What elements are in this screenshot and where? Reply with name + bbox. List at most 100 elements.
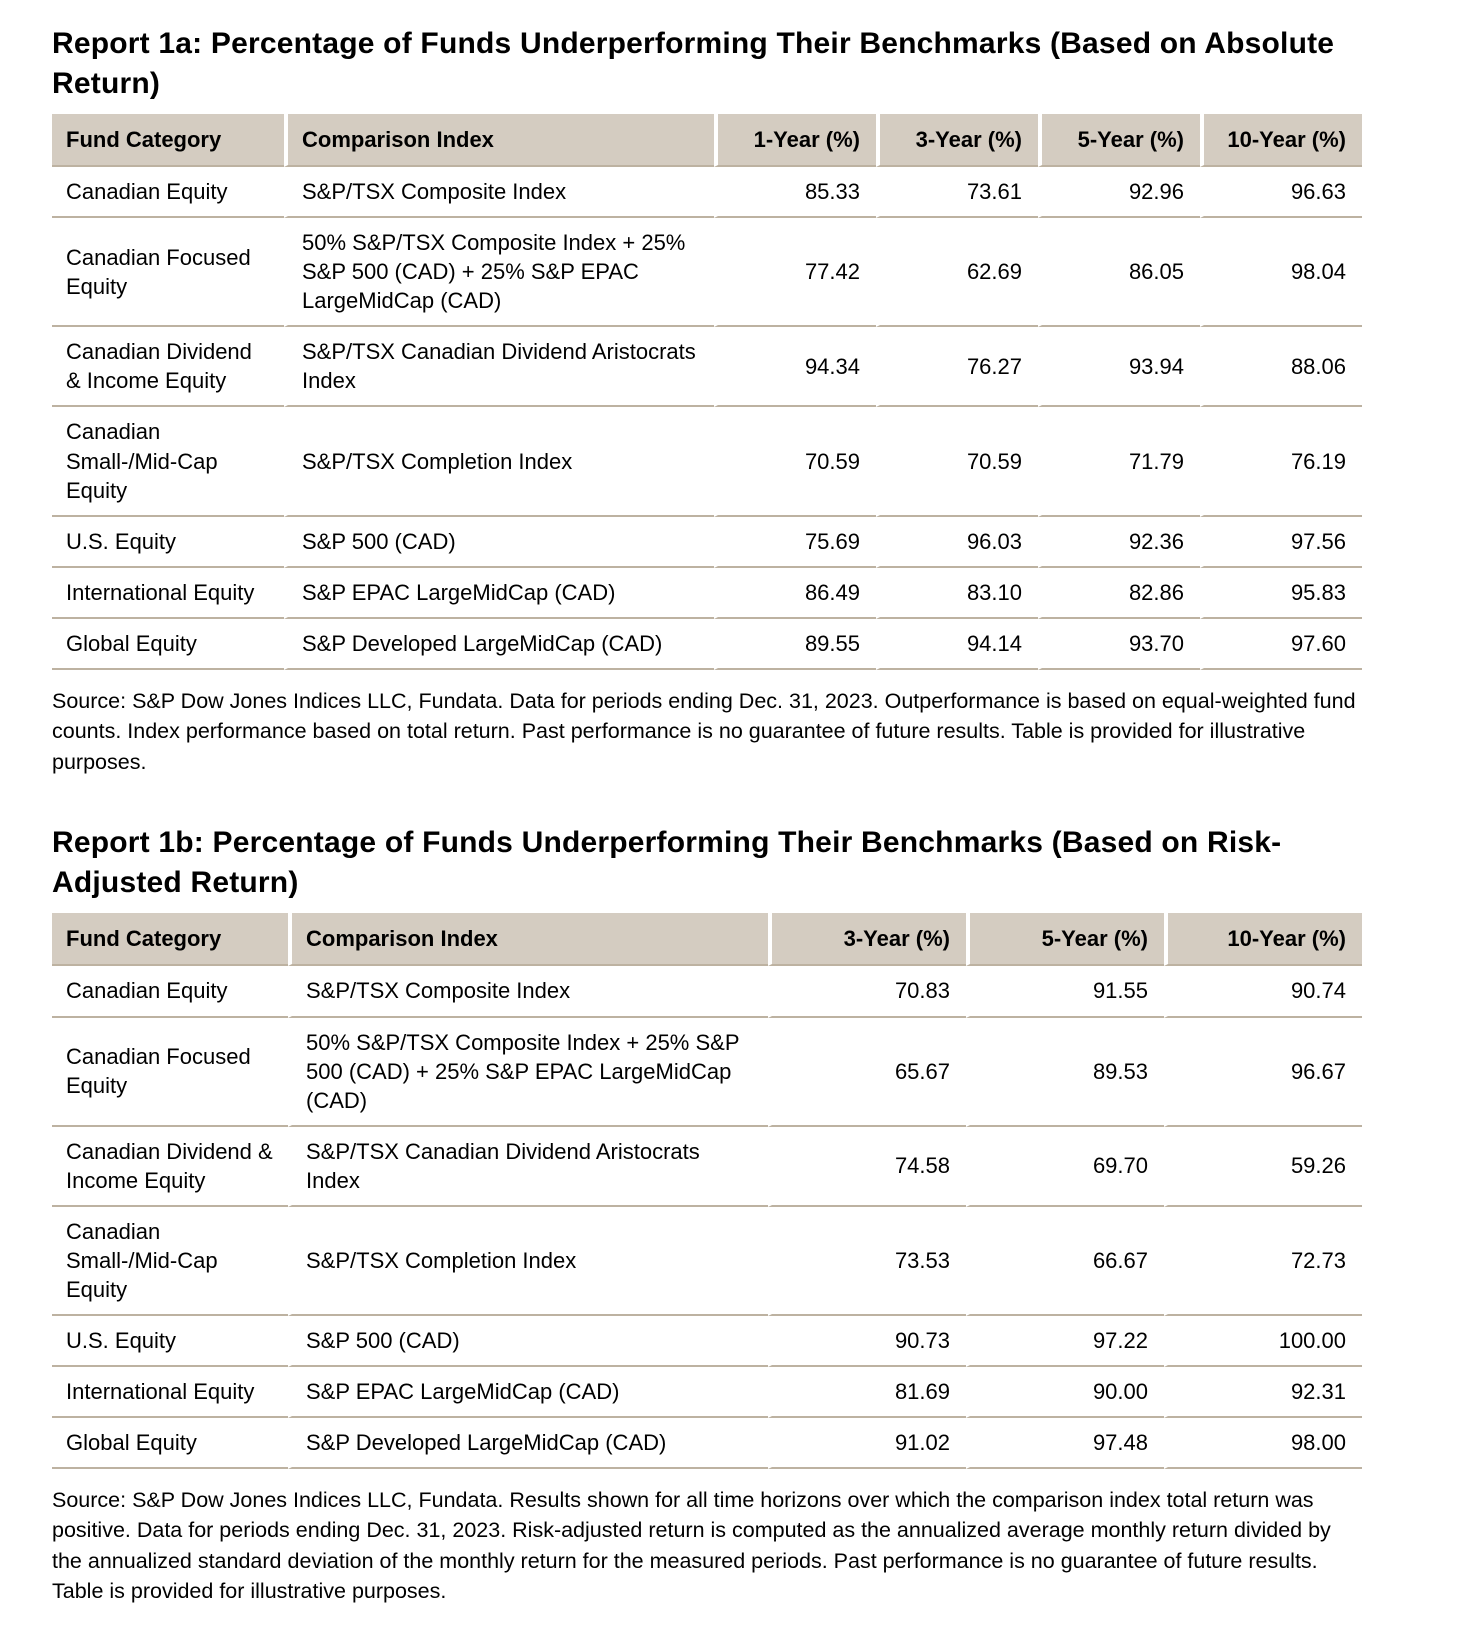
comparison-index-cell: S&P/TSX Composite Index	[288, 966, 768, 1018]
value-cell: 96.63	[1200, 167, 1362, 219]
column-header-comparison-index: Comparison Index	[284, 113, 714, 168]
comparison-index-cell: S&P 500 (CAD)	[288, 1315, 768, 1367]
table-row: U.S. Equity S&P 500 (CAD) 75.69 96.03 92.36 9…	[52, 516, 1362, 568]
table-row: U.S. Equity S&P 500 (CAD) 90.73 97.22 100.00	[52, 1315, 1362, 1367]
value-cell: 73.53	[768, 1206, 966, 1316]
fund-category-cell: International Equity	[52, 568, 284, 619]
value-cell: 91.02	[768, 1417, 966, 1469]
value-cell: 70.83	[768, 966, 966, 1018]
fund-category-cell: Canadian Dividend & Income Equity	[52, 327, 284, 408]
report-1a-table-body: Canadian Equity S&P/TSX Composite Index 85…	[52, 167, 1362, 670]
value-cell: 89.53	[966, 1017, 1164, 1127]
column-header-fund-category: Fund Category	[52, 113, 284, 168]
table-row: Canadian Small-/Mid-Cap Equity S&P/TSX Co…	[52, 1206, 1362, 1316]
value-cell: 92.36	[1038, 516, 1200, 568]
value-cell: 96.67	[1164, 1017, 1362, 1127]
comparison-index-cell: S&P/TSX Completion Index	[288, 1206, 768, 1316]
report-1a-table: Fund Category Comparison Index 1-Year (%…	[52, 113, 1362, 670]
value-cell: 91.55	[966, 966, 1164, 1018]
value-cell: 97.22	[966, 1315, 1164, 1367]
value-cell: 95.83	[1200, 567, 1362, 619]
column-header-comparison-index: Comparison Index	[288, 912, 768, 967]
table-row: Canadian Dividend & Income Equity S&P/TSX…	[52, 327, 1362, 408]
fund-category-cell: International Equity	[52, 1367, 288, 1418]
value-cell: 76.27	[876, 327, 1038, 408]
value-cell: 73.61	[876, 167, 1038, 219]
table-row: International Equity S&P EPAC LargeMidCap…	[52, 1366, 1362, 1418]
value-cell: 77.42	[714, 218, 876, 328]
value-cell: 100.00	[1164, 1315, 1362, 1367]
column-header-3-year: 3-Year (%)	[768, 912, 966, 967]
value-cell: 98.00	[1164, 1417, 1362, 1469]
value-cell: 97.60	[1200, 618, 1362, 670]
table-row: Canadian Small-/Mid-Cap Equity S&P/TSX Co…	[52, 407, 1362, 517]
table-row: Canadian Equity S&P/TSX Composite Index 70…	[52, 966, 1362, 1018]
value-cell: 62.69	[876, 218, 1038, 328]
comparison-index-cell: S&P Developed LargeMidCap (CAD)	[288, 1417, 768, 1469]
report-1b-title: Report 1b: Percentage of Funds Underperf…	[52, 826, 1282, 900]
value-cell: 74.58	[768, 1126, 966, 1207]
comparison-index-cell: S&P Developed LargeMidCap (CAD)	[284, 618, 714, 670]
value-cell: 81.69	[768, 1366, 966, 1418]
comparison-index-cell: S&P/TSX Composite Index	[284, 167, 714, 219]
fund-category-cell: Canadian Equity	[52, 966, 288, 1018]
value-cell: 89.55	[714, 618, 876, 670]
value-cell: 71.79	[1038, 407, 1200, 517]
fund-category-cell: Canadian Equity	[52, 167, 284, 219]
fund-category-cell: U.S. Equity	[52, 517, 284, 568]
value-cell: 94.14	[876, 618, 1038, 670]
comparison-index-cell: S&P/TSX Canadian Dividend Aristocrats In…	[284, 327, 714, 408]
comparison-index-cell: S&P/TSX Completion Index	[284, 407, 714, 517]
report-1b-table: Fund Category Comparison Index 3-Year (%…	[52, 912, 1362, 1469]
column-header-3-year: 3-Year (%)	[876, 113, 1038, 168]
comparison-index-cell: S&P 500 (CAD)	[284, 516, 714, 568]
value-cell: 76.19	[1200, 407, 1362, 517]
value-cell: 70.59	[876, 407, 1038, 517]
fund-category-cell: Global Equity	[52, 619, 284, 670]
table-row: Canadian Focused Equity 50% S&P/TSX Compo…	[52, 1017, 1362, 1127]
column-header-10-year: 10-Year (%)	[1164, 912, 1362, 967]
column-header-5-year: 5-Year (%)	[966, 912, 1164, 967]
report-1a-title: Report 1a: Percentage of Funds Underperf…	[52, 27, 1335, 100]
value-cell: 97.48	[966, 1417, 1164, 1469]
value-cell: 94.34	[714, 327, 876, 408]
comparison-index-cell: S&P EPAC LargeMidCap (CAD)	[284, 567, 714, 619]
value-cell: 69.70	[966, 1126, 1164, 1207]
value-cell: 93.94	[1038, 327, 1200, 408]
value-cell: 98.04	[1200, 218, 1362, 328]
value-cell: 82.86	[1038, 567, 1200, 619]
table-row: Global Equity S&P Developed LargeMidCap (…	[52, 618, 1362, 670]
table-row: Canadian Equity S&P/TSX Composite Index 85…	[52, 167, 1362, 219]
value-cell: 86.05	[1038, 218, 1200, 328]
fund-category-cell: Canadian Focused Equity	[52, 1018, 288, 1127]
table-row: International Equity S&P EPAC LargeMidCap…	[52, 567, 1362, 619]
fund-category-cell: Canadian Dividend & Income Equity	[52, 1127, 288, 1207]
fund-category-cell: Canadian Small-/Mid-Cap Equity	[52, 407, 284, 517]
value-cell: 83.10	[876, 567, 1038, 619]
comparison-index-cell: S&P/TSX Canadian Dividend Aristocrats In…	[288, 1126, 768, 1207]
table-row: Global Equity S&P Developed LargeMidCap (…	[52, 1417, 1362, 1469]
report-1a-table-header: Fund Category Comparison Index 1-Year (%…	[52, 113, 1362, 168]
value-cell: 93.70	[1038, 618, 1200, 670]
column-header-fund-category: Fund Category	[52, 912, 288, 967]
value-cell: 88.06	[1200, 327, 1362, 408]
value-cell: 85.33	[714, 167, 876, 219]
column-header-1-year: 1-Year (%)	[714, 113, 876, 168]
value-cell: 92.31	[1164, 1366, 1362, 1418]
fund-category-cell: U.S. Equity	[52, 1316, 288, 1367]
table-row: Canadian Dividend & Income Equity S&P/TSX…	[52, 1126, 1362, 1207]
column-header-10-year: 10-Year (%)	[1200, 113, 1362, 168]
report-1b-source-note: Source: S&P Dow Jones Indices LLC, Funda…	[52, 1487, 1331, 1604]
value-cell: 66.67	[966, 1206, 1164, 1316]
value-cell: 65.67	[768, 1017, 966, 1127]
fund-category-cell: Global Equity	[52, 1418, 288, 1469]
report-1b-table-body: Canadian Equity S&P/TSX Composite Index 70…	[52, 966, 1362, 1469]
header-row: Fund Category Comparison Index 3-Year (%…	[52, 912, 1362, 967]
table-row: Canadian Focused Equity 50% S&P/TSX Compo…	[52, 218, 1362, 328]
value-cell: 90.00	[966, 1366, 1164, 1418]
fund-category-cell: Canadian Small-/Mid-Cap Equity	[52, 1207, 288, 1316]
value-cell: 72.73	[1164, 1206, 1362, 1316]
value-cell: 70.59	[714, 407, 876, 517]
value-cell: 92.96	[1038, 167, 1200, 219]
